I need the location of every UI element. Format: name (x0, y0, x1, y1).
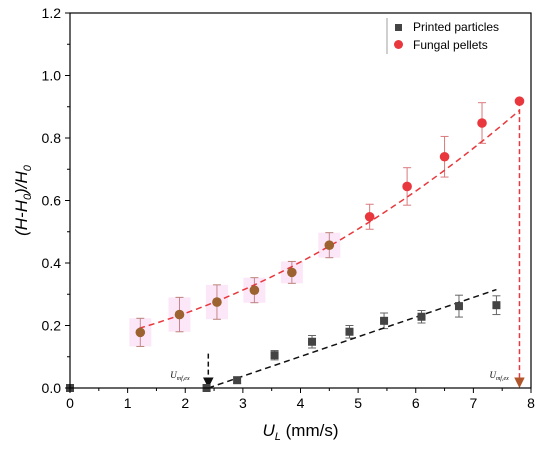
point-printed-particles (308, 337, 317, 346)
annotation-label: Umf,ex (170, 370, 190, 382)
fit-line-fungal-pellets (138, 109, 520, 330)
y-tick-label: 0.8 (42, 130, 62, 146)
y-tick-label: 1.2 (42, 5, 62, 21)
point-printed-particles (454, 302, 463, 311)
x-tick-label: 2 (181, 395, 189, 411)
legend: Printed particles Fungal pellets (386, 18, 499, 54)
point-printed-particles (492, 301, 501, 310)
point-printed-particles (345, 327, 354, 336)
x-tick-label: 6 (412, 395, 420, 411)
point-fungal-pellets (402, 181, 412, 192)
point-fungal-pellets (439, 151, 450, 162)
data-points (66, 96, 525, 392)
y-axis-title: (H-H0)/H0 (12, 164, 34, 236)
annotations: Umf,ex Umf,ex (170, 101, 525, 389)
y-tick-label: 0.6 (42, 193, 62, 209)
x-tick-label: 5 (354, 395, 362, 411)
point-fungal-pellets (212, 297, 222, 307)
legend-label-fungal-pellets: Fungal pellets (413, 38, 488, 52)
point-fungal-pellets (135, 327, 146, 338)
axis-ticks: 0 1 2 3 4 5 6 7 8 0.0 0.2 0.4 0.6 0.8 1.0 1.2 (42, 5, 536, 411)
y-tick-label: 1.0 (42, 68, 62, 84)
x-tick-label: 8 (527, 395, 535, 411)
point-fungal-pellets (287, 267, 297, 278)
x-tick-label: 3 (239, 395, 247, 411)
point-printed-particles (380, 316, 389, 325)
point-fungal-pellets (364, 211, 375, 222)
fit-line-printed-particles (208, 288, 497, 389)
fit-lines (138, 109, 520, 389)
annotation-label: Umf,ex (489, 370, 509, 382)
point-fungal-pellets (324, 240, 335, 250)
point-fungal-pellets (174, 309, 185, 320)
point-printed-particles (270, 351, 279, 360)
x-axis-title: UL (mm/s) (263, 421, 339, 443)
point-printed-particles (233, 376, 242, 385)
x-tick-label: 4 (297, 395, 305, 411)
legend-marker-fungal-pellets (394, 40, 403, 49)
x-tick-label: 0 (66, 395, 74, 411)
legend-label-printed-particles: Printed particles (413, 20, 499, 34)
point-fungal-pellets (249, 285, 260, 295)
y-tick-label: 0.0 (42, 380, 62, 396)
x-tick-label: 7 (469, 395, 477, 411)
x-tick-label: 1 (124, 395, 132, 411)
point-printed-particles (417, 312, 426, 321)
y-tick-label: 0.2 (42, 318, 62, 334)
y-tick-label: 0.4 (42, 255, 62, 271)
point-fungal-pellets (514, 96, 525, 106)
legend-marker-printed-particles (395, 24, 402, 31)
point-fungal-pellets (477, 118, 487, 128)
